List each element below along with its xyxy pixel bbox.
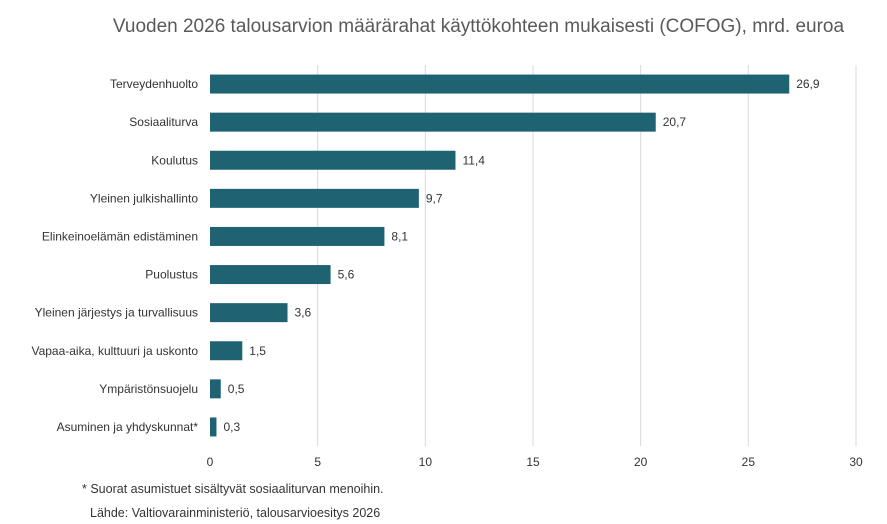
bar (210, 341, 243, 361)
bar (210, 188, 419, 208)
data-label: 26,9 (796, 77, 820, 91)
category-label: Sosiaaliturva (129, 115, 198, 129)
category-label: Yleinen julkishallinto (90, 191, 198, 205)
data-label: 9,7 (426, 191, 443, 205)
data-label: 0,5 (228, 382, 245, 396)
x-axis-ticks: 0 5 10 15 20 25 30 (207, 455, 863, 469)
chart-title: Vuoden 2026 talousarvion määrärahat käyt… (112, 16, 845, 37)
category-label: Ympäristönsuojelu (99, 382, 198, 396)
bar (210, 226, 385, 246)
data-label: 20,7 (663, 115, 687, 129)
bar (210, 417, 217, 437)
data-label: 8,1 (391, 229, 408, 243)
bar (210, 265, 331, 285)
bar (210, 379, 221, 399)
data-label: 1,5 (249, 344, 266, 358)
bar-layer (210, 74, 790, 437)
x-tick-label: 5 (314, 455, 321, 469)
data-label: 0,3 (223, 420, 240, 434)
source-note: Lähde: Valtiovarainministeriö, talousarv… (90, 506, 381, 520)
x-tick-label: 0 (207, 455, 214, 469)
footnote: * Suorat asumistuet sisältyvät sosiaalit… (82, 482, 384, 496)
x-tick-label: 20 (634, 455, 648, 469)
data-label: 3,6 (295, 306, 312, 320)
x-tick-label: 15 (526, 455, 540, 469)
bar (210, 112, 656, 132)
bar (210, 150, 456, 170)
data-label: 5,6 (338, 268, 355, 282)
category-label: Terveydenhuolto (110, 77, 198, 91)
category-label: Yleinen järjestys ja turvallisuus (35, 306, 198, 320)
category-label: Asuminen ja yhdyskunnat* (57, 420, 199, 434)
category-label: Elinkeinoelämän edistäminen (42, 229, 198, 243)
category-label: Koulutus (151, 153, 198, 167)
bar (210, 303, 288, 323)
category-label: Vapaa-aika, kulttuuri ja uskonto (31, 344, 198, 358)
x-tick-label: 10 (419, 455, 433, 469)
x-tick-label: 30 (849, 455, 863, 469)
bar (210, 74, 790, 94)
category-label: Puolustus (145, 268, 198, 282)
grid-layer (317, 65, 857, 446)
x-tick-label: 25 (742, 455, 756, 469)
label-layer: Terveydenhuolto 26,9 Sosiaaliturva 20,7 Koul… (31, 77, 819, 434)
data-label: 11,4 (462, 153, 485, 167)
